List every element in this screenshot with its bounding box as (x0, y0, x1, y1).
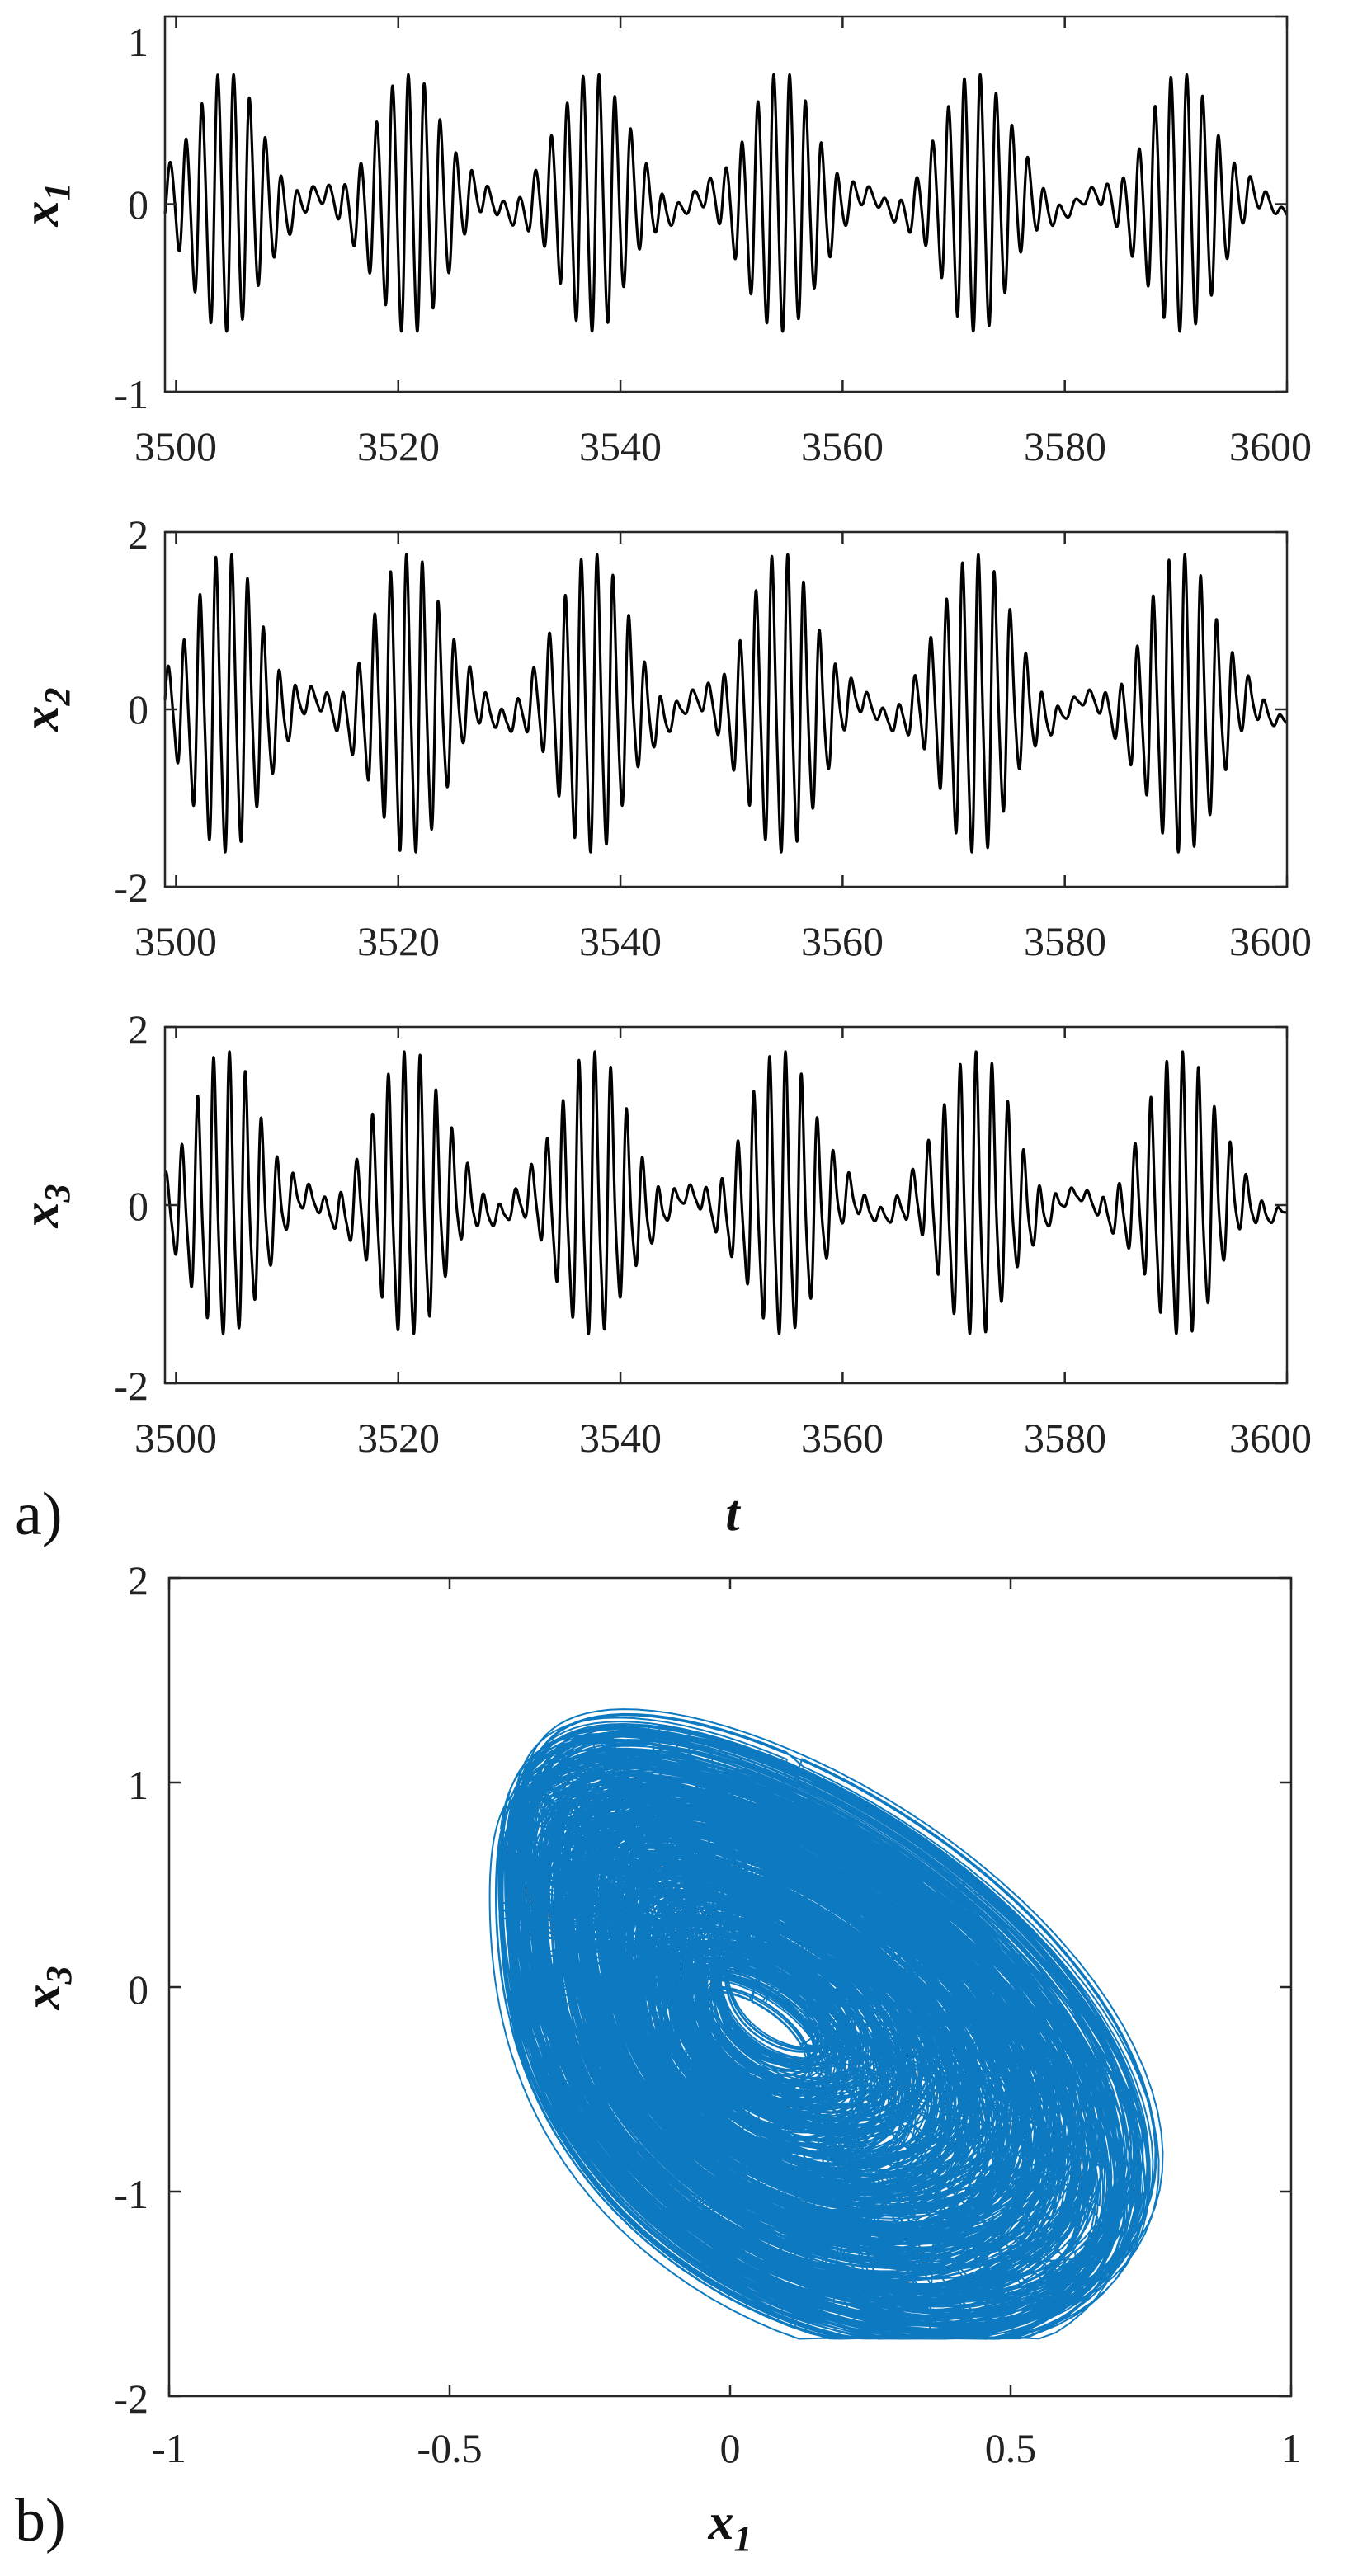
ytick-labels-phase: 2 1 0 -1 -2 (114, 1557, 148, 2422)
xtick-label: 3580 (1024, 1415, 1106, 1461)
xtick-label: -1 (152, 2425, 186, 2471)
panel-label-b: b) (15, 2487, 66, 2555)
series-line-phase (488, 1708, 1164, 2340)
tick-mark-path (165, 1025, 1289, 1385)
chart-phase-portrait: 2 1 0 -1 -2 -1 -0.5 0 0.5 1 x3 x1 b) (15, 1557, 1302, 2559)
xtick-label: 1 (1281, 2425, 1302, 2471)
xtick-labels-phase: -1 -0.5 0 0.5 1 (152, 2425, 1301, 2471)
ytick-label-x2-mid: 0 (128, 686, 148, 732)
ytick-label: 2 (128, 1557, 148, 1604)
xtick-label: 3520 (357, 1415, 440, 1461)
xtick-label: 0 (720, 2425, 741, 2471)
ytick-label-x3-mid: 0 (128, 1183, 148, 1229)
y-axis-label-x3: x3 (13, 1184, 78, 1229)
xtick-labels-x2: 3500 3520 3540 3560 3580 3600 (134, 918, 1312, 964)
xtick-label: 3560 (801, 918, 884, 964)
tick-marks-x2 (165, 530, 1289, 888)
x-axis-label-phase: x1 (708, 2494, 752, 2559)
xtick-label: 3580 (1024, 423, 1106, 469)
ytick-label-x2-top: 2 (128, 511, 148, 558)
xtick-label: 3600 (1229, 918, 1312, 964)
chart-x3-time: 2 0 -2 3500 3520 3540 3560 3580 3600 x3 … (13, 1006, 1312, 1548)
y-axis-label-x2: x2 (13, 688, 78, 732)
xtick-label: 3600 (1229, 1415, 1312, 1461)
xtick-label: 3560 (801, 423, 884, 469)
xtick-labels-x1: 3500 3520 3540 3560 3580 3600 (134, 423, 1312, 469)
ytick-label: -1 (114, 2171, 148, 2217)
panel-label-a: a) (15, 1481, 63, 1548)
xtick-label: -0.5 (417, 2425, 482, 2471)
xtick-label: 3500 (134, 423, 217, 469)
tick-mark-path (167, 1576, 1293, 2398)
ytick-label-x3-top: 2 (128, 1006, 148, 1053)
x-axis-label-t: t (725, 1486, 741, 1542)
xtick-label: 3540 (579, 918, 662, 964)
tick-mark-path (165, 15, 1289, 393)
tick-mark-path (165, 530, 1289, 888)
ytick-label-x1-top: 1 (128, 19, 148, 65)
xtick-label: 3580 (1024, 918, 1106, 964)
xtick-label: 0.5 (985, 2425, 1037, 2471)
y-axis-label-phase: x3 (15, 1966, 79, 2011)
ytick-label-x1-bottom: -1 (114, 371, 148, 417)
y-axis-label-x1: x1 (13, 183, 78, 228)
tick-marks-phase (167, 1576, 1293, 2398)
xtick-label: 3520 (357, 423, 440, 469)
ytick-label: 0 (128, 1966, 148, 2013)
series-line-x2 (163, 553, 1289, 854)
tick-marks-x1 (165, 15, 1289, 393)
xtick-label: 3540 (579, 423, 662, 469)
xtick-label: 3520 (357, 918, 440, 964)
ytick-label-x3-bottom: -2 (114, 1363, 148, 1409)
series-line-x1 (163, 73, 1289, 333)
series-line-x3 (163, 1050, 1289, 1335)
xtick-label: 3600 (1229, 423, 1312, 469)
xtick-label: 3500 (134, 1415, 217, 1461)
ytick-label: -2 (114, 2376, 148, 2422)
tick-marks-x3 (165, 1025, 1289, 1385)
xtick-labels-x3: 3500 3520 3540 3560 3580 3600 (134, 1415, 1312, 1461)
ytick-label: 1 (128, 1762, 148, 1808)
ytick-label-x2-bottom: -2 (114, 864, 148, 911)
xtick-label: 3540 (579, 1415, 662, 1461)
xtick-label: 3500 (134, 918, 217, 964)
chart-x1-time: 1 0 -1 3500 3520 3540 3560 3580 3600 x1 (13, 15, 1312, 469)
xtick-label: 3560 (801, 1415, 884, 1461)
ytick-label-x1-mid: 0 (128, 181, 148, 228)
chart-x2-time: 2 0 -2 3500 3520 3540 3560 3580 3600 x2 (13, 511, 1312, 964)
